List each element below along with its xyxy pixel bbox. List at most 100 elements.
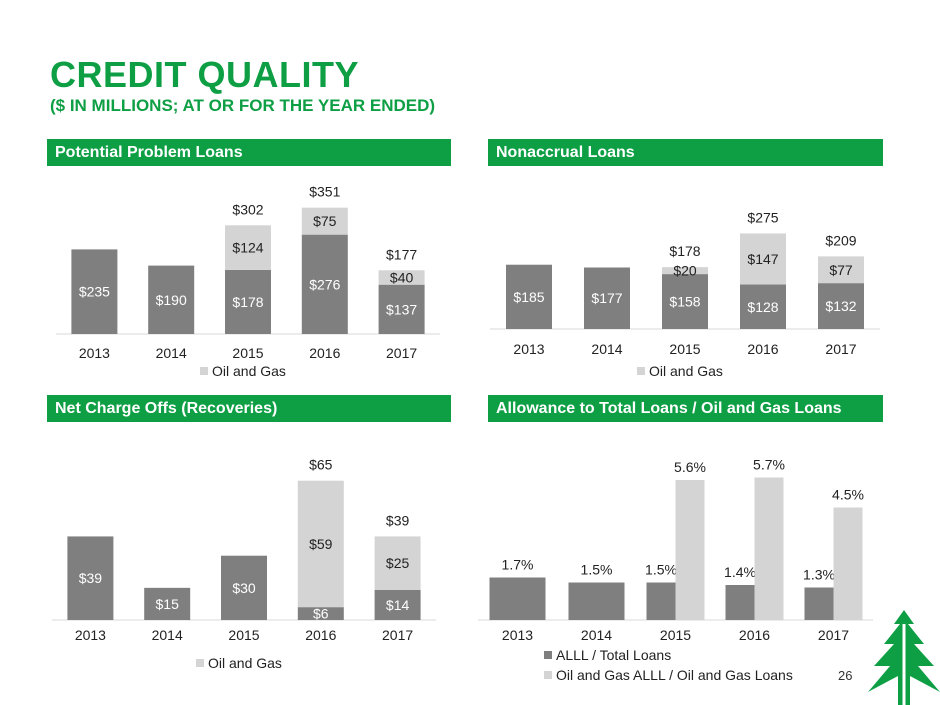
x-tick-label-2016: 2016 [747,341,778,357]
x-tick-label-2013: 2013 [79,345,110,361]
total-label-2016: $351 [309,184,340,200]
data-label-total-2013: $39 [79,570,103,586]
x-tick-label-2017: 2017 [382,627,413,643]
bar-total-2015 [225,269,271,334]
data-label-total-2017: $14 [386,597,410,613]
data-label-oil-gas-alll-2016: 5.7% [753,457,785,473]
data-label-total-2017: $132 [825,298,856,314]
bar-oil-gas-2017 [378,270,425,285]
data-label-total-2016: $276 [309,276,340,292]
data-label-alll-total-2015: 1.5% [645,562,677,578]
data-label-total-2014: $177 [591,290,622,306]
bar-oil-gas-alll-2015 [675,480,705,620]
x-tick-label-2014: 2014 [581,627,612,643]
data-label-alll-total-2017: 1.3% [803,567,835,583]
data-label-total-2015: $158 [669,294,700,310]
bar-total-2013 [67,536,114,620]
x-tick-label-2014: 2014 [152,627,183,643]
legend-label-oil-gas: Oil and Gas [212,363,286,379]
data-label-total-2015: $30 [232,580,256,596]
x-tick-label-2017: 2017 [386,345,417,361]
legend-label-oil-gas: Oil and Gas [649,363,723,379]
data-label-oil-gas-2016: $59 [309,536,333,552]
x-tick-label-2016: 2016 [739,627,770,643]
bar-total-2014 [584,267,630,329]
legend-label-alll-total: ALLL / Total Loans [556,647,671,663]
bar-oil-gas-2016 [297,480,344,608]
total-label-2015: $178 [669,243,700,259]
x-tick-label-2016: 2016 [305,627,336,643]
x-tick-label-2013: 2013 [513,341,544,357]
data-label-oil-gas-2015: $20 [673,263,697,279]
data-label-total-2014: $15 [156,596,180,612]
bar-oil-gas-2017 [818,256,864,284]
data-label-total-2016: $128 [747,299,778,315]
bar-total-2017 [818,283,864,329]
legend-label-oil-gas: Oil and Gas [208,655,282,671]
bar-alll-total-2014 [568,582,625,620]
data-label-total-2017: $137 [386,301,417,317]
bar-alll-total-2016 [725,585,755,620]
data-label-total-2013: $185 [513,289,544,305]
bar-oil-gas-alll-2017 [833,507,863,620]
bank-logo-icon [868,610,940,705]
data-label-oil-gas-2016: $75 [313,213,337,229]
bar-alll-total-2013 [489,577,546,620]
bar-oil-gas-2015 [225,225,271,270]
x-tick-label-2016: 2016 [309,345,340,361]
total-label-2017: $177 [386,246,417,262]
x-tick-label-2015: 2015 [660,627,691,643]
bar-total-2016 [301,234,348,334]
legend-swatch-oil-gas [637,367,645,375]
panel-header-potential-problem-loans: Potential Problem Loans [47,139,451,166]
x-tick-label-2014: 2014 [156,345,187,361]
bar-total-2016 [297,607,344,620]
legend-swatch-oil-gas-alll [544,671,552,679]
data-label-oil-gas-alll-2017: 4.5% [832,487,864,503]
data-label-oil-gas-2017: $77 [829,262,853,278]
bar-alll-total-2015 [646,582,676,620]
data-label-oil-gas-alll-2015: 5.6% [674,459,706,475]
bar-alll-total-2017 [804,587,834,620]
data-label-alll-total-2014: 1.5% [581,562,613,578]
legend-label-oil-gas-alll: Oil and Gas ALLL / Oil and Gas Loans [556,667,793,683]
x-tick-label-2014: 2014 [591,341,622,357]
bar-total-2017 [378,284,425,334]
panel-header-nonaccrual-loans: Nonaccrual Loans [488,139,883,166]
x-tick-label-2013: 2013 [75,627,106,643]
bar-oil-gas-2016 [740,233,786,285]
data-label-oil-gas-2015: $124 [232,240,263,256]
x-tick-label-2013: 2013 [502,627,533,643]
panel-header-allowance: Allowance to Total Loans / Oil and Gas L… [488,395,883,422]
panel-header-net-charge-offs: Net Charge Offs (Recoveries) [47,395,451,422]
total-label-2016: $65 [309,457,333,473]
data-label-alll-total-2013: 1.7% [502,557,534,573]
page-title: CREDIT QUALITY [50,54,359,95]
bar-oil-gas-2017 [374,536,421,590]
bar-total-2017 [374,590,421,620]
bar-total-2015 [662,274,708,329]
bar-total-2014 [144,587,191,620]
data-label-total-2015: $178 [232,294,263,310]
bar-oil-gas-2016 [301,207,348,235]
data-label-oil-gas-2017: $40 [390,269,414,285]
total-label-2017: $209 [825,232,856,248]
x-tick-label-2015: 2015 [228,627,259,643]
total-label-2017: $39 [386,512,410,528]
bar-total-2016 [740,284,786,329]
total-label-2016: $275 [747,209,778,225]
data-label-total-2016: $6 [313,606,329,622]
x-tick-label-2017: 2017 [825,341,856,357]
bar-oil-gas-2015 [662,267,708,275]
data-label-oil-gas-2016: $147 [747,251,778,267]
bar-total-2013 [506,264,552,329]
bar-total-2015 [221,555,267,620]
x-tick-label-2015: 2015 [669,341,700,357]
bar-oil-gas-alll-2016 [754,477,784,620]
page-subtitle: ($ IN MILLIONS; AT OR FOR THE YEAR ENDED… [50,96,436,115]
legend-swatch-oil-gas [200,367,208,375]
